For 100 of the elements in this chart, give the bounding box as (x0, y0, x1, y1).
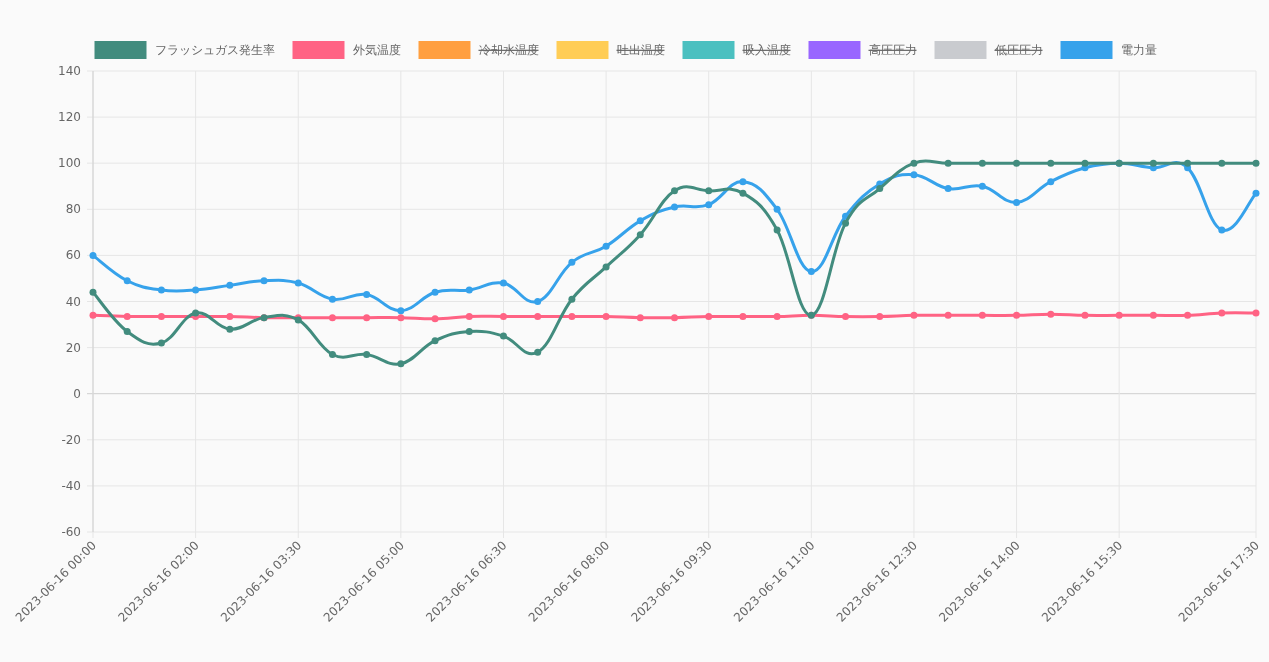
point (226, 312, 234, 320)
point (1047, 178, 1055, 186)
point (671, 203, 678, 211)
point (739, 312, 747, 320)
point (1047, 310, 1055, 318)
legend-label: 電力量 (1120, 43, 1157, 57)
point (1184, 311, 1192, 319)
point (1149, 311, 1157, 319)
y-tick-label: 60 (65, 248, 81, 263)
point (294, 279, 302, 287)
y-tick-label: -40 (61, 478, 81, 493)
point (944, 159, 952, 167)
point (499, 312, 507, 320)
point (123, 327, 131, 335)
point (944, 185, 952, 193)
point (89, 251, 97, 259)
point (568, 312, 576, 320)
y-tick-label: -60 (61, 525, 81, 539)
point (465, 312, 473, 320)
point (1252, 309, 1260, 317)
point (1218, 226, 1226, 234)
point (123, 277, 131, 285)
y-tick-label: 80 (65, 202, 81, 217)
y-tick-label: 140 (58, 64, 81, 78)
point (363, 351, 371, 359)
point (1081, 311, 1089, 319)
y-tick-label: 120 (58, 110, 81, 125)
legend-label: 外気温度 (352, 43, 401, 57)
point (602, 312, 610, 320)
point (123, 312, 131, 320)
point (773, 312, 781, 320)
point (397, 307, 405, 315)
point (465, 286, 473, 294)
point (1252, 189, 1260, 197)
y-tick-label: 0 (73, 386, 81, 401)
point (944, 311, 952, 319)
point (910, 159, 918, 167)
y-tick-label: 100 (58, 156, 81, 171)
point (328, 351, 336, 359)
point (499, 279, 507, 287)
point (397, 360, 405, 368)
point (157, 286, 165, 294)
point (1081, 159, 1089, 167)
point (705, 312, 713, 320)
point (1252, 159, 1260, 167)
point (157, 339, 165, 347)
point (534, 312, 542, 320)
point (807, 268, 815, 276)
point (602, 242, 610, 250)
point (328, 295, 336, 303)
legend-label: 低圧圧力 (994, 43, 1043, 57)
point (1115, 311, 1123, 319)
point (89, 311, 97, 319)
point (602, 263, 610, 271)
point (739, 178, 747, 186)
point (978, 311, 986, 319)
point (636, 314, 644, 322)
point (671, 187, 678, 195)
point (397, 314, 405, 322)
y-tick-label: 40 (65, 294, 81, 309)
point (1218, 159, 1226, 167)
point (876, 312, 884, 320)
y-tick-label: 20 (65, 340, 81, 355)
point (773, 205, 781, 213)
point (705, 187, 713, 195)
point (89, 288, 97, 296)
point (431, 337, 439, 345)
point (1013, 159, 1021, 167)
point (328, 314, 336, 322)
point (226, 281, 234, 289)
point (636, 217, 644, 225)
point (876, 185, 884, 193)
legend-label: 冷却水温度 (478, 43, 539, 57)
point (842, 219, 850, 227)
point (192, 309, 200, 317)
point (192, 286, 200, 294)
point (568, 258, 576, 266)
legend-label: 高圧圧力 (868, 43, 917, 57)
point (260, 277, 268, 285)
point (773, 226, 781, 234)
point (739, 189, 747, 197)
y-tick-label: -20 (61, 432, 81, 447)
point (636, 231, 644, 239)
point (1047, 159, 1055, 167)
point (1013, 198, 1021, 206)
point (842, 312, 850, 320)
point (363, 314, 371, 322)
point (910, 311, 918, 319)
point (978, 159, 986, 167)
point (431, 288, 439, 296)
legend-label: 吸入温度 (742, 43, 791, 57)
point (1184, 159, 1192, 167)
point (431, 315, 439, 323)
point (1013, 311, 1021, 319)
point (671, 314, 678, 322)
point (1149, 159, 1157, 167)
point (568, 295, 576, 303)
point (1218, 309, 1226, 317)
point (226, 325, 234, 333)
point (534, 348, 542, 356)
